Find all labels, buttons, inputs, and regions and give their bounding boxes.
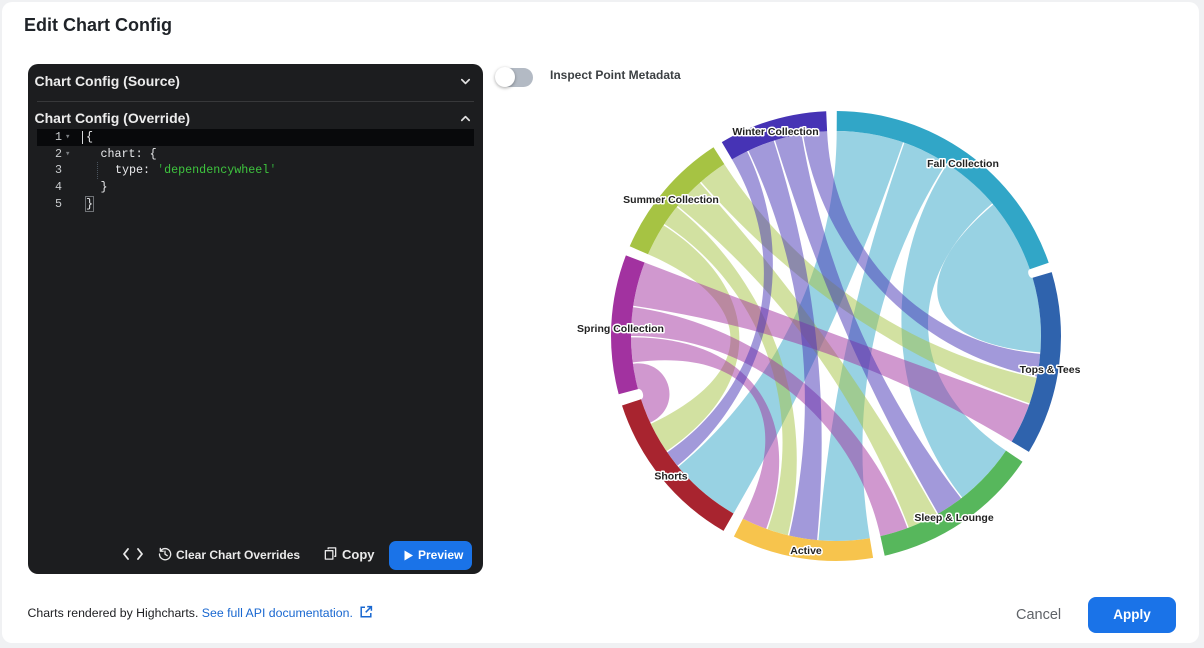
svg-text:Spring Collection: Spring Collection	[577, 323, 664, 335]
svg-text:Shorts: Shorts	[654, 471, 687, 483]
svg-text:Summer Collection: Summer Collection	[623, 194, 719, 206]
svg-text:Winter Collection: Winter Collection	[732, 126, 818, 138]
svg-text:Tops & Tees: Tops & Tees	[1020, 364, 1081, 376]
svg-text:Fall Collection: Fall Collection	[927, 158, 999, 170]
svg-text:Sleep & Lounge: Sleep & Lounge	[914, 512, 994, 524]
svg-text:Active: Active	[790, 545, 822, 557]
